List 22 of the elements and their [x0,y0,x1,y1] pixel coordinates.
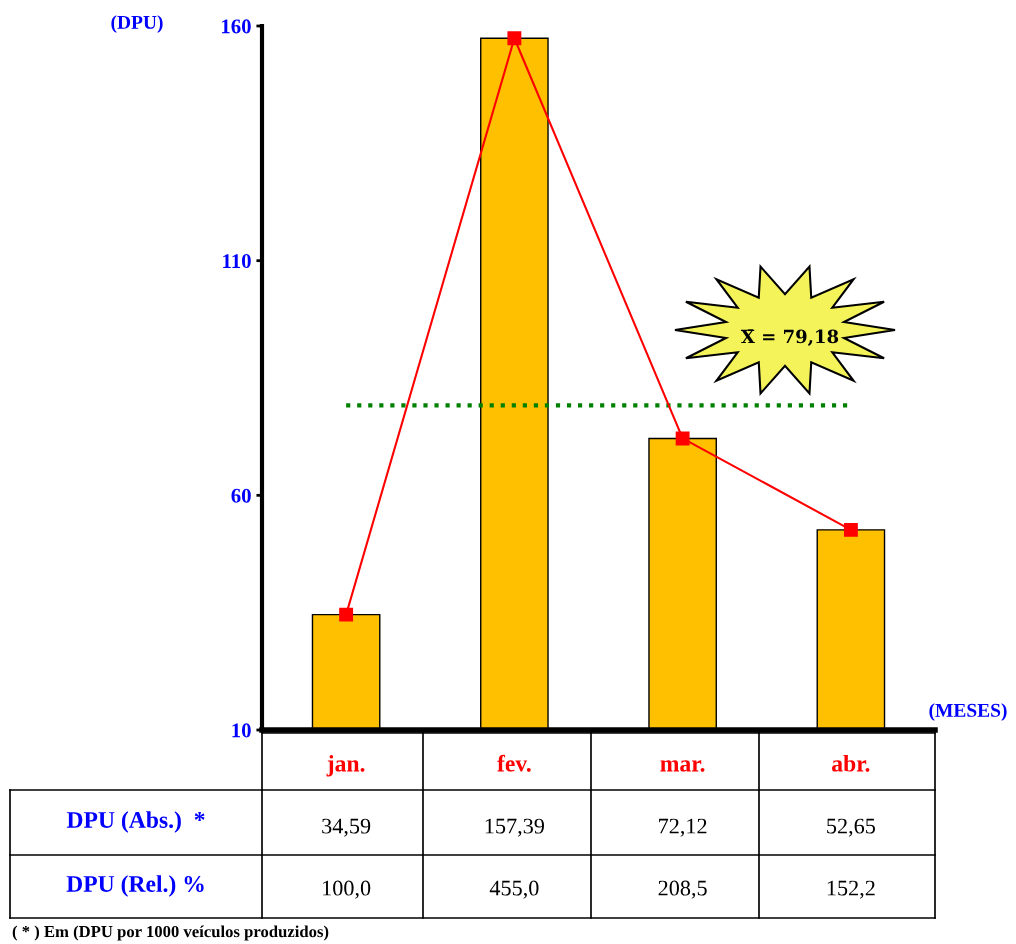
y-tick-label: 10 [232,723,251,738]
text: ( * ) Em (DPU por 1000 veículos produzidos) [12,925,329,941]
y-tick-label: 110 [223,254,251,269]
x-tick-label: jan. [326,755,365,777]
x-tick-label: mar. [660,760,705,772]
x-axis-title: (MESES) [929,703,1007,721]
text: DPU (Rel.) % [66,875,204,897]
y-tick-label: 160 [222,19,251,34]
text: 208,5 [658,880,707,899]
x-tick-label: abr. [832,755,870,772]
data-label: 72,12 [659,818,707,837]
data-label: 157,39 [485,818,545,837]
text: DPU (Abs.) * [66,811,205,833]
y-axis-title: (DPU) [111,15,163,33]
text: 152,2 [827,880,875,899]
x-tick-label: fev. [497,754,531,772]
text: 455,0 [489,880,539,899]
text: 100,0 [323,880,371,899]
annotation: X̄ = 79,18 [740,329,839,346]
data-label: 34,59 [322,818,371,837]
data-label: 52,65 [827,818,876,837]
y-tick-label: 60 [231,488,251,503]
